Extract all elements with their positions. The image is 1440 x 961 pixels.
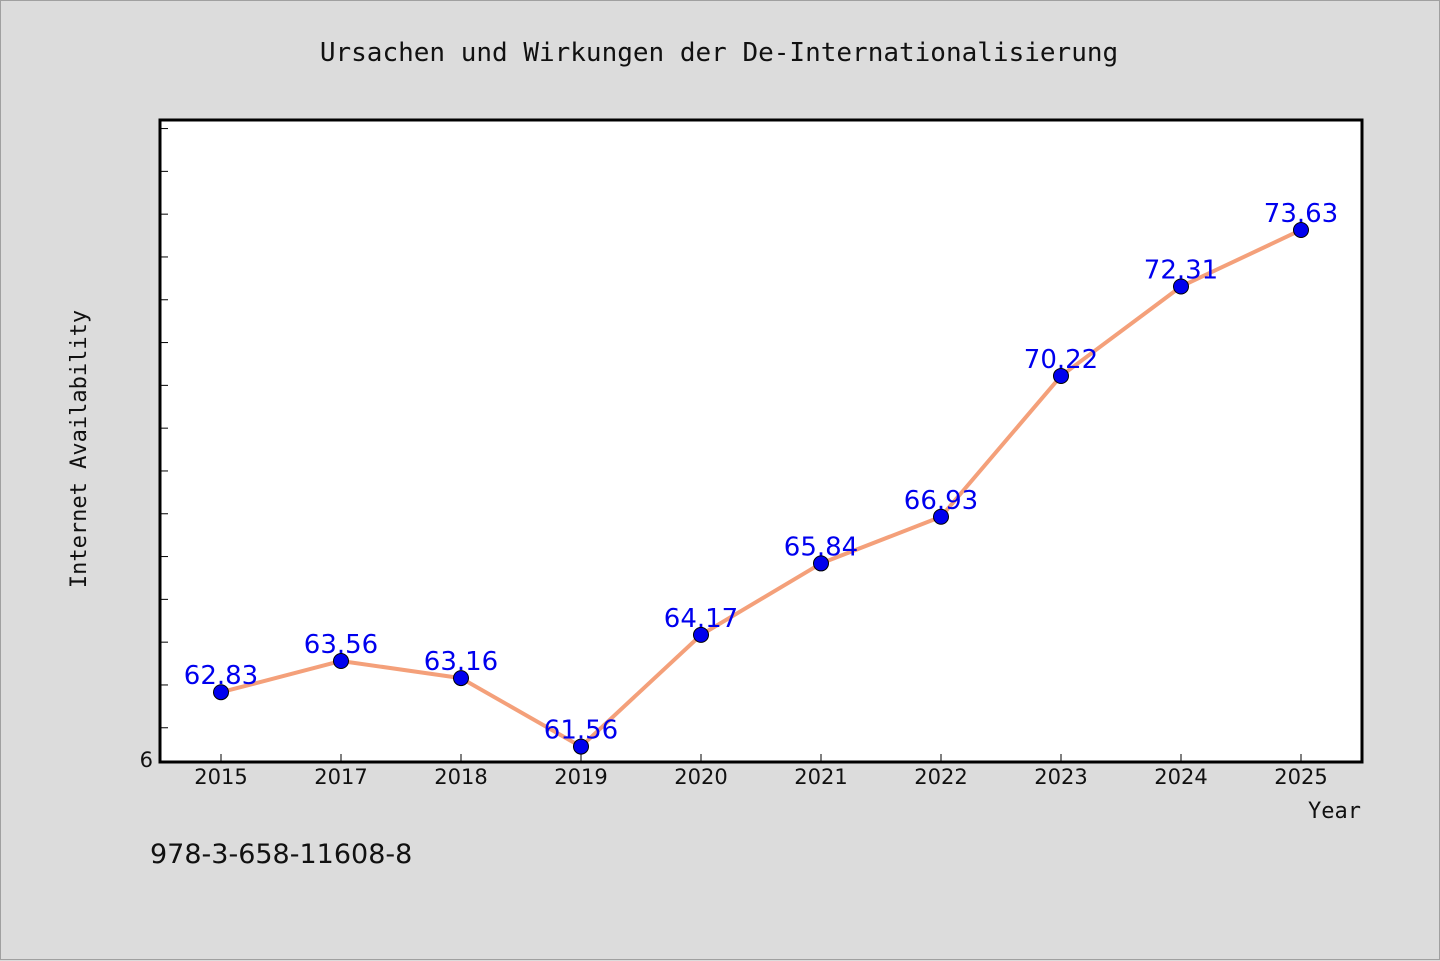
data-point bbox=[333, 652, 349, 669]
x-tick-label: 2015 bbox=[194, 765, 247, 789]
series-markers bbox=[213, 221, 1309, 755]
data-label: 63.56 bbox=[304, 630, 378, 660]
data-label: 66.93 bbox=[904, 486, 978, 516]
series-line bbox=[220, 228, 1302, 749]
data-point bbox=[453, 670, 469, 687]
data-point bbox=[573, 738, 589, 755]
data-label: 62.83 bbox=[184, 661, 258, 691]
data-point bbox=[933, 508, 949, 525]
data-labels: 62.83 63.56 63.16 61.56 64.17 65.84 66.93 70.22… bbox=[184, 199, 1338, 746]
data-label: 65.84 bbox=[784, 532, 858, 562]
x-tick-label: 2023 bbox=[1034, 765, 1087, 789]
data-label: 63.16 bbox=[424, 647, 498, 677]
x-tick-label: 2022 bbox=[914, 765, 967, 789]
x-tick-label: 2021 bbox=[794, 765, 847, 789]
y-tick-label: 6 bbox=[140, 748, 153, 772]
x-tick-label: 2020 bbox=[674, 765, 727, 789]
y-axis-ticks bbox=[160, 128, 168, 729]
x-tick-label: 2018 bbox=[434, 765, 487, 789]
data-point bbox=[213, 684, 229, 701]
data-label: 73.63 bbox=[1264, 199, 1338, 229]
data-label: 72.31 bbox=[1144, 255, 1218, 285]
x-tick-label: 2017 bbox=[314, 765, 367, 789]
data-label: 61.56 bbox=[544, 716, 618, 746]
x-axis-ticks: 2015 2017 2018 2019 2020 2021 2022 2023 2024 2025 bbox=[194, 754, 1328, 789]
isbn-text: 978-3-658-11608-8 bbox=[150, 839, 412, 870]
data-label: 64.17 bbox=[664, 604, 738, 634]
x-tick-label: 2019 bbox=[554, 765, 607, 789]
data-point bbox=[1053, 367, 1069, 384]
y-axis-label: Internet Availability bbox=[67, 310, 92, 588]
x-tick-label: 2025 bbox=[1274, 765, 1327, 789]
data-point bbox=[1173, 278, 1189, 295]
data-point bbox=[813, 555, 829, 572]
data-point bbox=[1293, 221, 1309, 238]
chart-title: Ursachen und Wirkungen der De-Internatio… bbox=[320, 38, 1118, 68]
plot-area bbox=[158, 118, 1364, 764]
x-tick-label: 2024 bbox=[1154, 765, 1207, 789]
data-point bbox=[693, 626, 709, 643]
data-label: 70.22 bbox=[1024, 345, 1098, 375]
x-axis-label: Year bbox=[1308, 799, 1361, 824]
